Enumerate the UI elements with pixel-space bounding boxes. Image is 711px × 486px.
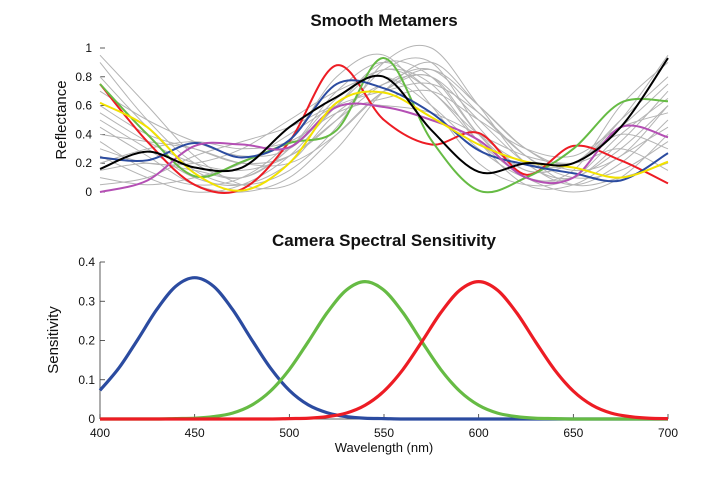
metamer-line bbox=[99, 64, 669, 195]
y-tick-label: 0.6 bbox=[75, 99, 92, 113]
y-tick-label: 0.4 bbox=[78, 255, 95, 269]
x-tick-label: 600 bbox=[469, 426, 489, 440]
bottom-axes: 0 0.1 0.2 0.3 0.4 400 450 500 550 600 650 700 bbox=[78, 255, 678, 440]
metamer-line bbox=[99, 79, 669, 183]
y-tick-label: 0 bbox=[88, 412, 95, 426]
y-tick-label: 0.3 bbox=[78, 294, 95, 308]
x-tick-label: 450 bbox=[185, 426, 205, 440]
y-tick-label: 0.1 bbox=[78, 373, 95, 387]
y-tick-label: 0.8 bbox=[75, 70, 92, 84]
metamer-line bbox=[99, 90, 669, 192]
metamer-line bbox=[99, 57, 669, 194]
top-plot-area bbox=[99, 44, 669, 195]
x-tick-label: 500 bbox=[279, 426, 299, 440]
bottom-plot-area bbox=[98, 276, 669, 421]
sensitivity-line bbox=[100, 280, 669, 421]
y-tick-label: 0.2 bbox=[78, 334, 95, 348]
metamer-line-gray bbox=[99, 68, 669, 190]
y-tick-label: 0 bbox=[85, 185, 92, 199]
x-tick-label: 650 bbox=[563, 426, 583, 440]
metamer-line-gray bbox=[99, 67, 669, 179]
metamer-line-gray bbox=[99, 57, 669, 174]
metamer-line bbox=[99, 102, 669, 193]
metamer-line-gray bbox=[99, 68, 669, 172]
y-tick-label: 1 bbox=[85, 41, 92, 55]
bottom-y-axis-label: Sensitivity bbox=[45, 306, 62, 374]
y-tick-label: 0.2 bbox=[75, 156, 92, 170]
x-tick-label: 550 bbox=[374, 426, 394, 440]
top-chart-title: Smooth Metamers bbox=[310, 11, 457, 30]
y-tick-label: 0.4 bbox=[75, 127, 92, 141]
top-y-axis-label: Reflectance bbox=[53, 80, 70, 159]
metamer-line bbox=[99, 57, 669, 175]
bottom-chart-title: Camera Spectral Sensitivity bbox=[272, 231, 496, 250]
x-tick-label: 700 bbox=[658, 426, 678, 440]
x-tick-label: 400 bbox=[90, 426, 110, 440]
top-y-ticks: 0 0.2 0.4 0.6 0.8 1 bbox=[75, 41, 105, 199]
bottom-x-axis-label: Wavelength (nm) bbox=[335, 440, 434, 455]
